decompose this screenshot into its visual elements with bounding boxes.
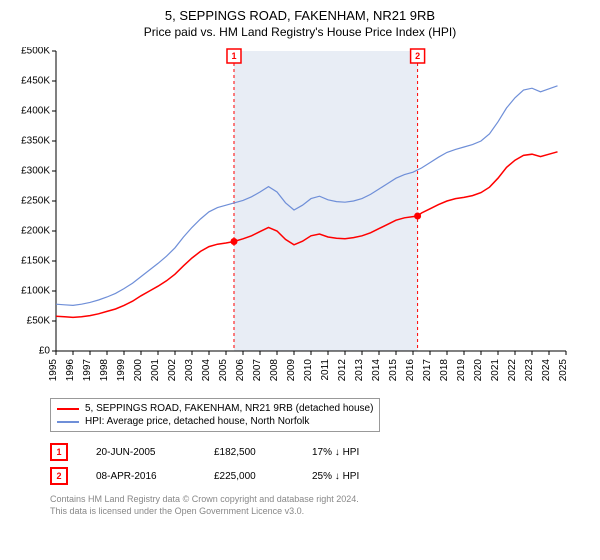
svg-text:1996: 1996 xyxy=(65,359,76,382)
svg-text:2022: 2022 xyxy=(507,359,518,382)
svg-text:£200K: £200K xyxy=(21,226,50,237)
svg-text:2024: 2024 xyxy=(541,359,552,382)
svg-text:1998: 1998 xyxy=(99,359,110,382)
svg-text:2004: 2004 xyxy=(201,359,212,382)
sale-row: 1 20-JUN-2005 £182,500 17% ↓ HPI xyxy=(50,440,600,464)
svg-text:2008: 2008 xyxy=(269,359,280,382)
legend-swatch xyxy=(57,408,79,410)
line-chart-svg: £0 £50K £100K £150K £200K £250K £300K £350K £400… xyxy=(10,47,570,387)
svg-text:£350K: £350K xyxy=(21,136,50,147)
sale-price: £225,000 xyxy=(214,471,284,482)
sale-date: 08-APR-2016 xyxy=(96,471,186,482)
footer-line-2: This data is licensed under the Open Gov… xyxy=(50,506,600,518)
sale-hpi-delta: 17% ↓ HPI xyxy=(312,447,359,458)
chart-container: 5, SEPPINGS ROAD, FAKENHAM, NR21 9RB Pri… xyxy=(0,8,600,517)
svg-text:2011: 2011 xyxy=(320,359,331,381)
svg-text:2017: 2017 xyxy=(422,359,433,382)
svg-text:£0: £0 xyxy=(39,346,51,357)
legend-row: HPI: Average price, detached house, Nort… xyxy=(57,415,373,428)
svg-text:2015: 2015 xyxy=(388,359,399,382)
svg-text:2001: 2001 xyxy=(150,359,161,382)
sale-hpi-delta: 25% ↓ HPI xyxy=(312,471,359,482)
footer-attribution: Contains HM Land Registry data © Crown c… xyxy=(50,494,600,517)
svg-text:£300K: £300K xyxy=(21,166,50,177)
svg-text:1: 1 xyxy=(231,51,236,61)
legend-label: HPI: Average price, detached house, Nort… xyxy=(85,416,309,427)
chart-title: 5, SEPPINGS ROAD, FAKENHAM, NR21 9RB xyxy=(0,8,600,23)
footer-line-1: Contains HM Land Registry data © Crown c… xyxy=(50,494,600,506)
svg-text:2002: 2002 xyxy=(167,359,178,382)
svg-text:2016: 2016 xyxy=(405,359,416,382)
svg-text:1997: 1997 xyxy=(82,359,93,382)
svg-text:£500K: £500K xyxy=(21,47,50,57)
svg-text:2012: 2012 xyxy=(337,359,348,382)
chart-subtitle: Price paid vs. HM Land Registry's House … xyxy=(0,25,600,39)
sale-row: 2 08-APR-2016 £225,000 25% ↓ HPI xyxy=(50,464,600,488)
sale-date: 20-JUN-2005 xyxy=(96,447,186,458)
svg-text:2: 2 xyxy=(415,51,420,61)
svg-text:£100K: £100K xyxy=(21,286,50,297)
svg-text:£50K: £50K xyxy=(27,316,51,327)
chart-plot: £0 £50K £100K £150K £200K £250K £300K £350K £400… xyxy=(10,47,590,392)
legend: 5, SEPPINGS ROAD, FAKENHAM, NR21 9RB (de… xyxy=(50,398,380,432)
sale-marker-box: 2 xyxy=(50,467,68,485)
svg-text:2005: 2005 xyxy=(218,359,229,382)
svg-text:2018: 2018 xyxy=(439,359,450,382)
svg-text:2014: 2014 xyxy=(371,359,382,382)
sale-marker-box: 1 xyxy=(50,443,68,461)
svg-text:1995: 1995 xyxy=(48,359,59,382)
svg-text:2006: 2006 xyxy=(235,359,246,382)
svg-text:2025: 2025 xyxy=(558,359,569,382)
svg-text:2019: 2019 xyxy=(456,359,467,382)
sale-price: £182,500 xyxy=(214,447,284,458)
svg-text:2010: 2010 xyxy=(303,359,314,382)
legend-row: 5, SEPPINGS ROAD, FAKENHAM, NR21 9RB (de… xyxy=(57,402,373,415)
svg-text:2023: 2023 xyxy=(524,359,535,382)
svg-text:2009: 2009 xyxy=(286,359,297,382)
svg-text:£250K: £250K xyxy=(21,196,50,207)
svg-text:£150K: £150K xyxy=(21,256,50,267)
svg-text:2013: 2013 xyxy=(354,359,365,382)
legend-swatch xyxy=(57,421,79,423)
svg-text:£450K: £450K xyxy=(21,76,50,87)
svg-text:2007: 2007 xyxy=(252,359,263,382)
sales-table: 1 20-JUN-2005 £182,500 17% ↓ HPI 2 08-APR-201… xyxy=(50,440,600,488)
svg-text:£400K: £400K xyxy=(21,106,50,117)
svg-text:2003: 2003 xyxy=(184,359,195,382)
svg-text:2020: 2020 xyxy=(473,359,484,382)
legend-label: 5, SEPPINGS ROAD, FAKENHAM, NR21 9RB (de… xyxy=(85,403,373,414)
svg-text:2000: 2000 xyxy=(133,359,144,382)
svg-text:1999: 1999 xyxy=(116,359,127,382)
svg-text:2021: 2021 xyxy=(490,359,501,382)
